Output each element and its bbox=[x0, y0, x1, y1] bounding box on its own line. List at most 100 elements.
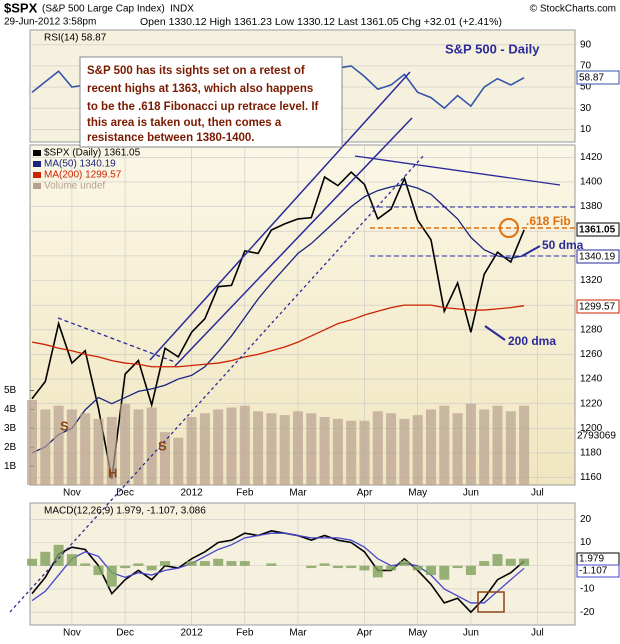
y2-tick-label: 3B bbox=[4, 423, 17, 434]
y2-tick-label: 2B bbox=[4, 442, 17, 453]
x-tick-label: Jun bbox=[463, 488, 479, 499]
legend-entry: MA(200) 1299.57 bbox=[44, 170, 122, 181]
symbol: $SPX bbox=[4, 0, 38, 15]
histogram-bar bbox=[386, 565, 397, 571]
volume-bar bbox=[439, 405, 450, 485]
note-line: recent highs at 1363, which also happens bbox=[87, 83, 313, 95]
x-tick-label: Apr bbox=[357, 488, 373, 499]
last-volume: 2793069 bbox=[577, 431, 616, 442]
histogram-bar bbox=[439, 565, 450, 580]
histogram-bar bbox=[27, 558, 37, 566]
x-tick-label: May bbox=[408, 628, 427, 639]
y-tick-label: 30 bbox=[580, 103, 592, 114]
histogram-bar bbox=[120, 565, 131, 569]
y-tick-label: 70 bbox=[580, 61, 592, 72]
head-label: H bbox=[108, 465, 117, 480]
volume-bar bbox=[213, 409, 224, 485]
copyright: © StockCharts.com bbox=[530, 4, 616, 15]
volume-bar bbox=[53, 405, 64, 485]
y-tick-label: 1160 bbox=[580, 472, 602, 483]
x-tick-label: Mar bbox=[289, 488, 307, 499]
histogram-bar bbox=[399, 561, 410, 566]
histogram-bar bbox=[332, 565, 343, 569]
last-value-tags: 1361.05 1340.19 1299.57 2793069 58.87 1.… bbox=[576, 70, 620, 578]
x-tick-label: Dec bbox=[116, 628, 134, 639]
volume-bar bbox=[452, 413, 463, 485]
note-line: S&P 500 has its sights set on a retest o… bbox=[87, 65, 305, 77]
x-tick-label: Jul bbox=[531, 628, 544, 639]
histogram-bar bbox=[266, 563, 277, 566]
note-background bbox=[79, 56, 343, 148]
volume-bar bbox=[106, 417, 117, 485]
histogram-bar bbox=[519, 558, 530, 566]
histogram-bar bbox=[106, 565, 117, 587]
histogram-bar bbox=[93, 565, 104, 576]
volume-bar bbox=[399, 418, 410, 485]
histogram-bar bbox=[53, 544, 64, 566]
volume-bar bbox=[66, 409, 77, 485]
y-tick-label: 1200 bbox=[580, 423, 603, 434]
histogram-bar bbox=[213, 558, 224, 566]
histogram-bar bbox=[372, 565, 383, 578]
volume-bar bbox=[492, 405, 503, 485]
y-tick-label: 20 bbox=[580, 514, 592, 525]
legend-entry: MA(50) 1340.19 bbox=[44, 159, 116, 170]
volume-bar bbox=[160, 432, 170, 485]
histogram-bar bbox=[186, 561, 197, 566]
y-tick-label: 1260 bbox=[580, 349, 603, 360]
volume-bar bbox=[306, 413, 317, 485]
y-tick-label: 10 bbox=[580, 537, 592, 548]
volume-bar bbox=[505, 411, 516, 485]
x-tick-label: Feb bbox=[236, 628, 254, 639]
last-macd: 1.979 bbox=[579, 554, 604, 565]
tag-box bbox=[576, 299, 620, 314]
y2-tick-label: 5B bbox=[4, 385, 17, 396]
quote: Open 1330.12 High 1361.23 Low 1330.12 La… bbox=[140, 16, 502, 28]
volume-bar bbox=[465, 403, 476, 485]
series-line bbox=[31, 183, 525, 454]
volume-bar bbox=[146, 407, 157, 485]
volume-bar bbox=[80, 413, 91, 485]
y-tick-label: 1420 bbox=[580, 152, 603, 163]
arrow-200 bbox=[484, 325, 506, 341]
y-tick-label: 1180 bbox=[580, 448, 602, 459]
legend-entry: Volume undef bbox=[44, 181, 105, 192]
histogram-bar bbox=[479, 561, 490, 566]
histogram-bar bbox=[160, 561, 170, 566]
histogram-bar bbox=[346, 565, 357, 569]
histogram-bar bbox=[80, 563, 91, 566]
volume-bar bbox=[266, 413, 277, 485]
channel-top bbox=[149, 71, 411, 361]
volume-bar bbox=[186, 417, 197, 485]
x-tick-label: Mar bbox=[289, 628, 307, 639]
volume-bar bbox=[40, 409, 51, 485]
volume-bar bbox=[93, 418, 104, 485]
histogram-bar bbox=[199, 561, 210, 566]
volume-bar bbox=[279, 415, 290, 485]
dotted-trend bbox=[9, 153, 426, 613]
legend-swatch bbox=[33, 161, 41, 167]
last-rsi: 58.87 bbox=[579, 73, 604, 84]
volume-bar bbox=[372, 411, 383, 485]
histogram-bar bbox=[146, 565, 157, 571]
histogram-bar bbox=[133, 563, 144, 566]
histogram-bar bbox=[505, 558, 516, 566]
legend-entry: $SPX (Daily) 1361.05 bbox=[44, 148, 141, 159]
volume-bar bbox=[346, 420, 357, 485]
y-tick-label: 1380 bbox=[580, 201, 603, 212]
note-line: to be the .618 Fibonacci up retrace leve… bbox=[87, 101, 319, 113]
volume-bar bbox=[226, 407, 237, 485]
note-line: resistance between 1380-1400. bbox=[87, 132, 255, 144]
y-tick-label: -20 bbox=[580, 607, 595, 618]
x-tick-label: Nov bbox=[63, 488, 81, 499]
volume-bar bbox=[426, 409, 436, 485]
histogram-bar bbox=[239, 561, 250, 566]
shoulder-label: S bbox=[158, 438, 167, 453]
macd-box bbox=[477, 591, 505, 613]
histogram-bar bbox=[66, 554, 77, 566]
histogram-bar bbox=[359, 565, 370, 571]
last-signal: -1.107 bbox=[579, 566, 608, 577]
ma200-label: 200 dma bbox=[508, 334, 556, 348]
down-trend bbox=[354, 155, 561, 186]
